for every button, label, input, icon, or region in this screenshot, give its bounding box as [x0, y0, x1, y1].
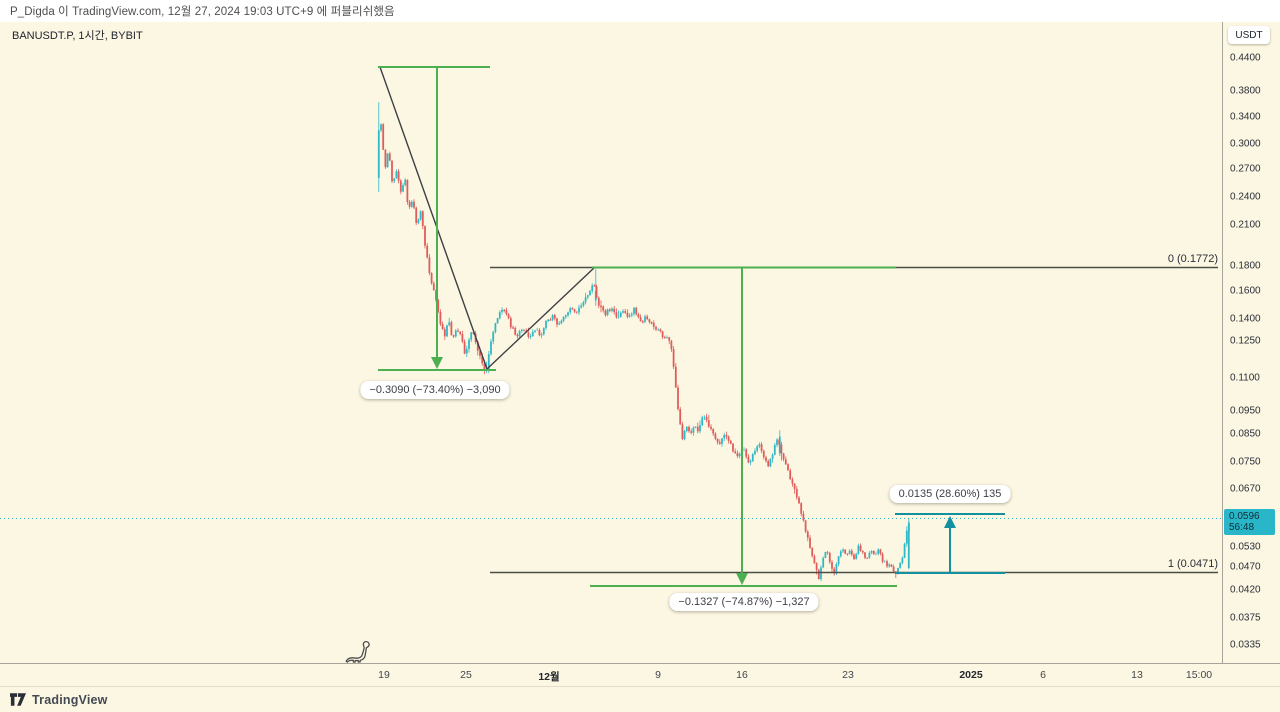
measure-label-down-2[interactable]: −0.1327 (−74.87%) −1,327	[669, 593, 819, 611]
candles-up-bodies	[377, 124, 910, 580]
price-tick: 0.1400	[1230, 313, 1261, 325]
trend-line-0[interactable]	[379, 66, 488, 370]
last-price-value: 0.0596	[1229, 511, 1260, 522]
measure-label-up[interactable]: 0.0135 (28.60%) 135	[889, 485, 1011, 503]
price-tick: 0.3800	[1230, 85, 1261, 97]
price-axis[interactable]: USDT 0.4400 0.3800 0.3400 0.3000 0.2700 0.240…	[1222, 22, 1280, 663]
price-tick: 0.0950	[1230, 405, 1261, 417]
price-tick: 0.3400	[1230, 111, 1261, 123]
price-tick: 0.0470	[1230, 561, 1261, 573]
price-tick: 0.3000	[1230, 138, 1261, 150]
time-tick: 9	[655, 669, 661, 681]
measure-down-arrowhead-0	[431, 357, 443, 369]
symbol-legend[interactable]: BANUSDT.P, 1시간, BYBIT	[12, 30, 143, 42]
time-tick: 6	[1040, 669, 1046, 681]
price-tick: 0.1250	[1230, 335, 1261, 347]
time-tick: 15:00	[1185, 669, 1213, 681]
candles-up-wicks	[378, 102, 910, 582]
price-tick: 0.0750	[1230, 456, 1261, 468]
price-tick: 0.2700	[1230, 163, 1261, 175]
trend-line-1[interactable]	[486, 266, 596, 370]
footer-bar: TradingView	[0, 686, 1280, 712]
price-tick: 0.0420	[1230, 584, 1261, 596]
measure-up-arrowhead	[944, 516, 956, 528]
publish-info: P_Digda 이 TradingView.com, 12월 27, 2024 …	[10, 6, 395, 18]
dinosaur-icon	[345, 640, 370, 663]
tradingview-logo-icon[interactable]	[10, 693, 26, 706]
price-tick: 0.1800	[1230, 260, 1261, 272]
fib-level-0-label: 0 (0.1772)	[1167, 252, 1218, 265]
measure-label-down-1[interactable]: −0.3090 (−73.40%) −3,090	[360, 381, 510, 399]
time-tick: 19	[378, 669, 390, 681]
price-tick: 0.1600	[1230, 285, 1261, 297]
time-axis[interactable]: 19 25 12월 9 16 23 2025 6 13 15:00	[0, 663, 1280, 686]
candles-down-bodies	[382, 124, 897, 580]
fib-level-1-label: 1 (0.0471)	[1167, 557, 1218, 570]
time-tick: 13	[1131, 669, 1143, 681]
candles-down-wicks	[382, 123, 897, 580]
time-tick: 23	[842, 669, 854, 681]
publish-bar: P_Digda 이 TradingView.com, 12월 27, 2024 …	[0, 0, 1280, 22]
price-tick: 0.0670	[1230, 483, 1261, 495]
time-tick: 25	[460, 669, 472, 681]
price-tick: 0.0335	[1230, 639, 1261, 651]
price-tick: 0.0850	[1230, 428, 1261, 440]
time-tick: 12월	[538, 671, 560, 683]
bar-countdown: 56:48	[1229, 522, 1255, 533]
currency-toggle-button[interactable]: USDT	[1228, 26, 1270, 44]
last-price-label: 0.0596 56:48	[1224, 509, 1275, 535]
price-tick: 0.2100	[1230, 219, 1261, 231]
time-tick: 16	[736, 669, 748, 681]
price-tick: 0.0375	[1230, 612, 1261, 624]
price-tick: 0.1100	[1230, 372, 1260, 384]
measure-down-arrowhead-1	[736, 573, 748, 585]
price-tick: 0.0530	[1230, 541, 1261, 553]
price-tick: 0.4400	[1230, 52, 1261, 64]
time-tick: 2025	[959, 669, 983, 681]
price-tick: 0.2400	[1230, 191, 1261, 203]
tradingview-brand-text[interactable]: TradingView	[32, 692, 108, 707]
